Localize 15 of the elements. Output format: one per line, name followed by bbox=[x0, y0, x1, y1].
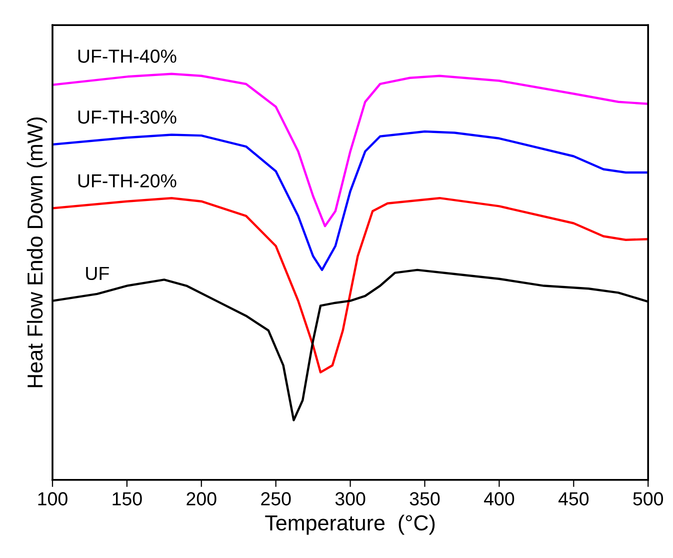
x-tick-label: 250 bbox=[261, 492, 291, 506]
x-tick-label: 300 bbox=[335, 492, 366, 506]
x-tick-label: 400 bbox=[484, 492, 514, 506]
series-label: UF-TH-40% bbox=[78, 50, 176, 63]
series-label: UF-TH-20% bbox=[78, 174, 176, 188]
x-tick-label: 150 bbox=[112, 492, 142, 506]
series-label: UF-TH-30% bbox=[78, 110, 176, 124]
x-tick-label: 350 bbox=[410, 492, 440, 506]
x-tick-label: 450 bbox=[558, 492, 589, 506]
series-label: UF bbox=[86, 266, 109, 280]
x-axis-title: Temperature (°C) bbox=[265, 514, 435, 535]
x-tick-label: 500 bbox=[633, 492, 664, 506]
x-tick-label: 100 bbox=[38, 492, 68, 506]
y-axis-title: Heat Flow Endo Down (mW) bbox=[26, 117, 47, 388]
x-tick-label: 200 bbox=[186, 492, 216, 506]
